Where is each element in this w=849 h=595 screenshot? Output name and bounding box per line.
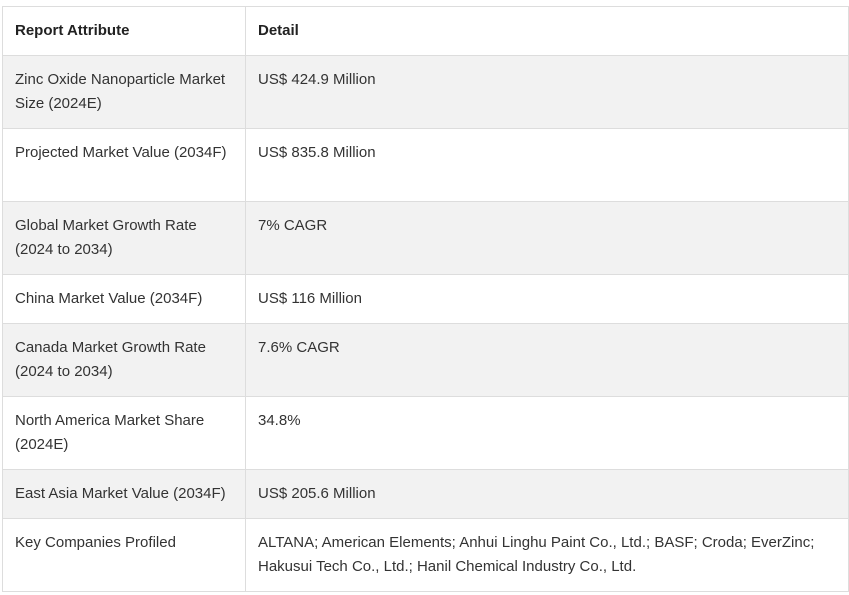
table-row: Projected Market Value (2034F) US$ 835.8… [2, 128, 849, 202]
detail-cell: ALTANA; American Elements; Anhui Linghu … [245, 518, 849, 592]
table-row: Global Market Growth Rate (2024 to 2034)… [2, 201, 849, 275]
detail-cell: US$ 424.9 Million [245, 55, 849, 129]
table-row: Canada Market Growth Rate (2024 to 2034)… [2, 323, 849, 397]
attribute-cell: East Asia Market Value (2034F) [2, 469, 246, 519]
attribute-cell: North America Market Share (2024E) [2, 396, 246, 470]
detail-cell: US$ 116 Million [245, 274, 849, 324]
report-attributes-table: Report Attribute Detail Zinc Oxide Nanop… [2, 6, 849, 592]
table-row: Key Companies Profiled ALTANA; American … [2, 518, 849, 592]
table-row: China Market Value (2034F) US$ 116 Milli… [2, 274, 849, 324]
header-report-attribute: Report Attribute [2, 6, 246, 56]
attribute-cell: Key Companies Profiled [2, 518, 246, 592]
table-row: Zinc Oxide Nanoparticle Market Size (202… [2, 55, 849, 129]
table-row: North America Market Share (2024E) 34.8% [2, 396, 849, 470]
detail-cell: 7% CAGR [245, 201, 849, 275]
attribute-cell: China Market Value (2034F) [2, 274, 246, 324]
attribute-cell: Global Market Growth Rate (2024 to 2034) [2, 201, 246, 275]
attribute-cell: Canada Market Growth Rate (2024 to 2034) [2, 323, 246, 397]
table-header: Report Attribute Detail [2, 6, 849, 56]
table-row: East Asia Market Value (2034F) US$ 205.6… [2, 469, 849, 519]
detail-cell: 7.6% CAGR [245, 323, 849, 397]
header-detail: Detail [245, 6, 849, 56]
detail-cell: US$ 205.6 Million [245, 469, 849, 519]
attribute-cell: Projected Market Value (2034F) [2, 128, 246, 202]
table-body: Zinc Oxide Nanoparticle Market Size (202… [2, 55, 849, 592]
detail-cell: US$ 835.8 Million [245, 128, 849, 202]
header-row: Report Attribute Detail [2, 6, 849, 56]
detail-cell: 34.8% [245, 396, 849, 470]
attribute-cell: Zinc Oxide Nanoparticle Market Size (202… [2, 55, 246, 129]
